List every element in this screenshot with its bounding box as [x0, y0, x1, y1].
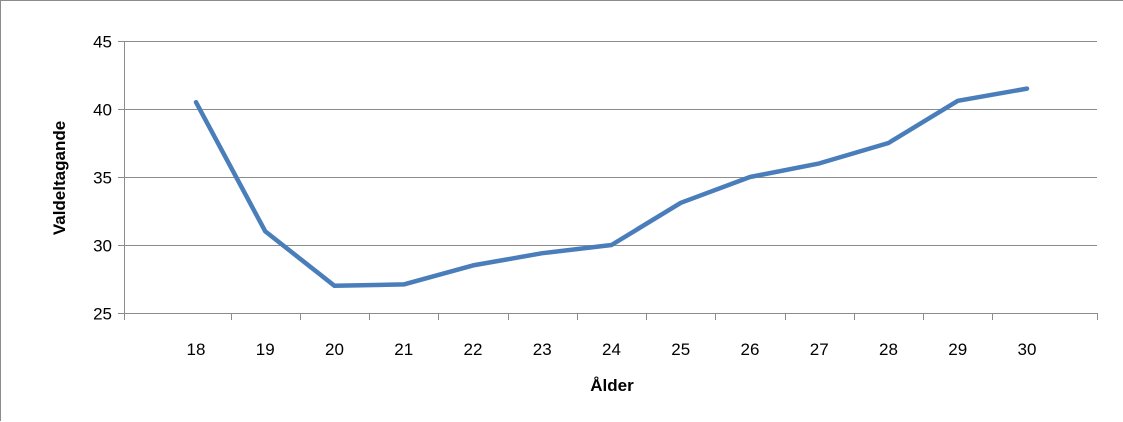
- tick-labels: 25 30 35 40 45 18 19 20 21 22 23 24 25 26 27 28 29 30: [93, 33, 1036, 360]
- y-axis-title: Valdeltagande: [50, 121, 69, 235]
- y-tick-label: 25: [93, 305, 112, 324]
- x-tick-label: 29: [948, 340, 967, 359]
- x-tick-label: 21: [394, 340, 413, 359]
- y-tick-label: 40: [93, 101, 112, 120]
- x-tick-label: 27: [810, 340, 829, 359]
- x-tick-label: 23: [533, 340, 552, 359]
- axes: [118, 41, 1098, 320]
- y-tick-label: 30: [93, 237, 112, 256]
- x-tick-label: 18: [187, 340, 206, 359]
- x-tick-label: 26: [741, 340, 760, 359]
- x-tick-label: 28: [879, 340, 898, 359]
- series-layer: [193, 86, 1030, 289]
- series-line: [193, 86, 1030, 289]
- x-tick-label: 19: [256, 340, 275, 359]
- y-tick-label: 35: [93, 169, 112, 188]
- x-tick-label: 30: [1018, 340, 1037, 359]
- x-tick-label: 24: [602, 340, 621, 359]
- x-tick-label: 25: [671, 340, 690, 359]
- x-axis-title: Ålder: [590, 376, 634, 395]
- x-tick-label: 22: [464, 340, 483, 359]
- gridlines: [124, 41, 1097, 246]
- x-tick-label: 20: [325, 340, 344, 359]
- y-tick-label: 45: [93, 33, 112, 52]
